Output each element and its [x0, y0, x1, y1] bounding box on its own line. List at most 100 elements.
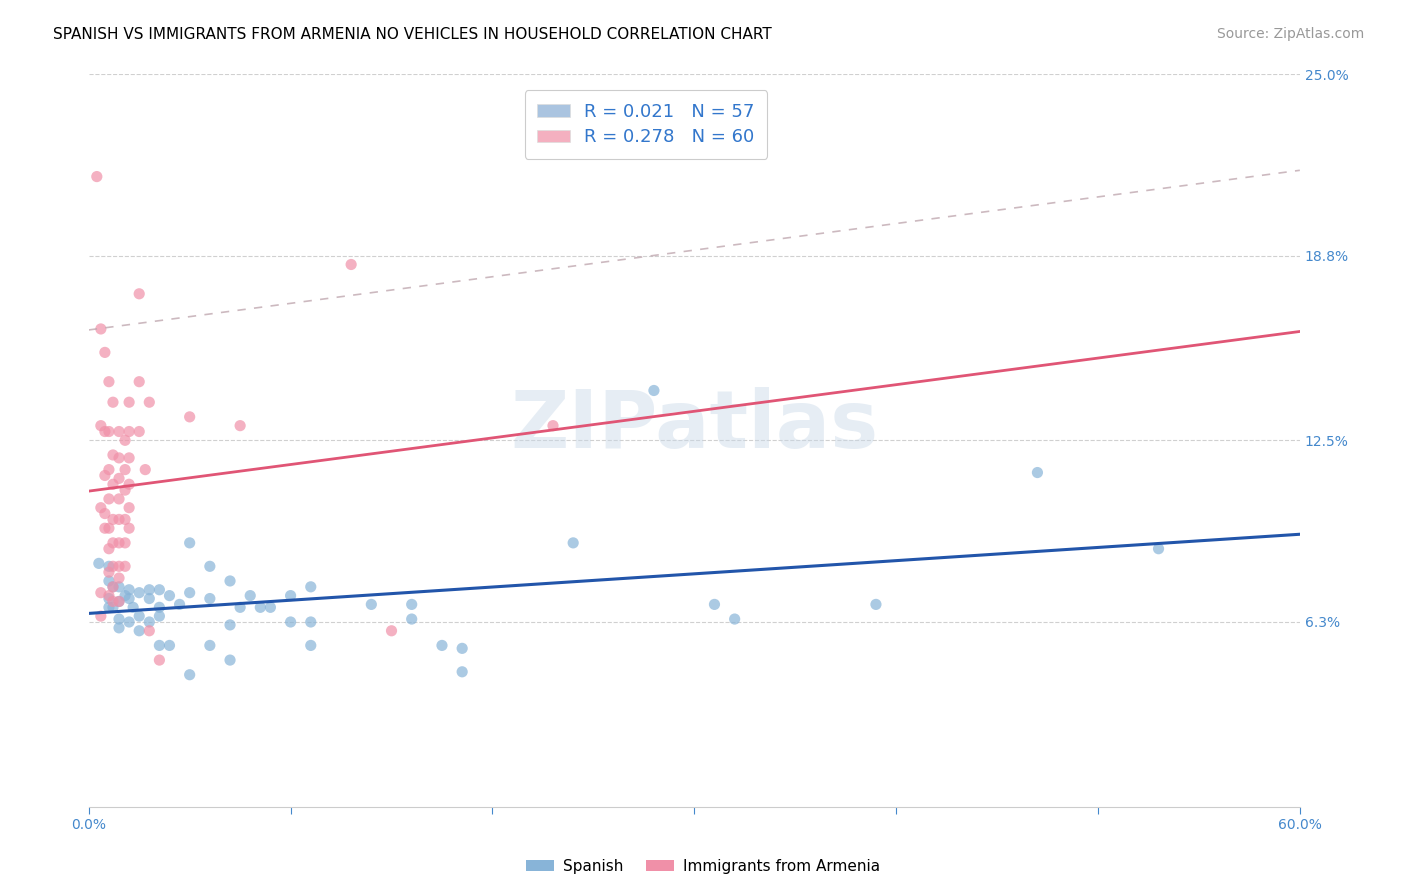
Point — [101, 559, 124, 574]
Point — [179, 585, 201, 599]
Point — [179, 409, 201, 424]
Point — [118, 582, 141, 597]
Point — [118, 500, 141, 515]
Legend: Spanish, Immigrants from Armenia: Spanish, Immigrants from Armenia — [520, 853, 886, 880]
Point — [108, 612, 131, 626]
Point — [90, 500, 112, 515]
Point — [198, 639, 221, 653]
Point — [114, 536, 136, 550]
Point — [101, 448, 124, 462]
Point — [97, 600, 120, 615]
Point — [562, 536, 585, 550]
Point — [198, 591, 221, 606]
Point — [340, 258, 363, 272]
Point — [249, 600, 271, 615]
Point — [128, 609, 150, 624]
Point — [108, 580, 131, 594]
Point — [138, 624, 160, 638]
Point — [179, 667, 201, 681]
Point — [101, 580, 124, 594]
Point — [97, 462, 120, 476]
Point — [1026, 466, 1049, 480]
Point — [118, 425, 141, 439]
Point — [97, 559, 120, 574]
Point — [108, 512, 131, 526]
Point — [108, 450, 131, 465]
Point — [219, 653, 242, 667]
Point — [159, 639, 181, 653]
Point — [118, 615, 141, 629]
Point — [108, 594, 131, 608]
Point — [94, 521, 117, 535]
Point — [97, 375, 120, 389]
Point — [724, 612, 747, 626]
Point — [94, 507, 117, 521]
Text: Source: ZipAtlas.com: Source: ZipAtlas.com — [1216, 27, 1364, 41]
Point — [108, 594, 131, 608]
Point — [108, 621, 131, 635]
Point — [94, 345, 117, 359]
Point — [239, 589, 262, 603]
Point — [87, 557, 110, 571]
Text: SPANISH VS IMMIGRANTS FROM ARMENIA NO VEHICLES IN HOUSEHOLD CORRELATION CHART: SPANISH VS IMMIGRANTS FROM ARMENIA NO VE… — [53, 27, 772, 42]
Point — [138, 615, 160, 629]
Point — [299, 615, 322, 629]
Point — [94, 425, 117, 439]
Point — [128, 425, 150, 439]
Point — [380, 624, 402, 638]
Point — [451, 665, 474, 679]
Point — [148, 653, 170, 667]
Point — [101, 477, 124, 491]
Point — [299, 639, 322, 653]
Point — [118, 521, 141, 535]
Point — [138, 582, 160, 597]
Point — [97, 541, 120, 556]
Point — [159, 589, 181, 603]
Point — [114, 462, 136, 476]
Point — [108, 425, 131, 439]
Point — [97, 589, 120, 603]
Point — [280, 589, 302, 603]
Point — [198, 559, 221, 574]
Point — [97, 491, 120, 506]
Point — [114, 589, 136, 603]
Point — [101, 512, 124, 526]
Point — [229, 600, 252, 615]
Point — [101, 395, 124, 409]
Point — [229, 418, 252, 433]
Point — [128, 375, 150, 389]
Point — [179, 536, 201, 550]
Point — [148, 600, 170, 615]
Point — [101, 580, 124, 594]
Point — [1147, 541, 1170, 556]
Point — [219, 574, 242, 588]
Point — [108, 571, 131, 585]
Point — [280, 615, 302, 629]
Point — [138, 395, 160, 409]
Point — [118, 450, 141, 465]
Point — [360, 598, 382, 612]
Point — [108, 471, 131, 485]
Point — [122, 600, 145, 615]
Point — [114, 559, 136, 574]
Point — [94, 468, 117, 483]
Point — [401, 598, 423, 612]
Point — [97, 521, 120, 535]
Point — [90, 322, 112, 336]
Point — [101, 594, 124, 608]
Point — [134, 462, 156, 476]
Text: ZIPatlas: ZIPatlas — [510, 386, 879, 465]
Point — [451, 641, 474, 656]
Point — [128, 624, 150, 638]
Point — [430, 639, 453, 653]
Point — [118, 477, 141, 491]
Point — [169, 598, 191, 612]
Point — [108, 491, 131, 506]
Point — [118, 395, 141, 409]
Point — [108, 559, 131, 574]
Point — [90, 418, 112, 433]
Point — [148, 582, 170, 597]
Point — [541, 418, 564, 433]
Point — [97, 574, 120, 588]
Point — [128, 286, 150, 301]
